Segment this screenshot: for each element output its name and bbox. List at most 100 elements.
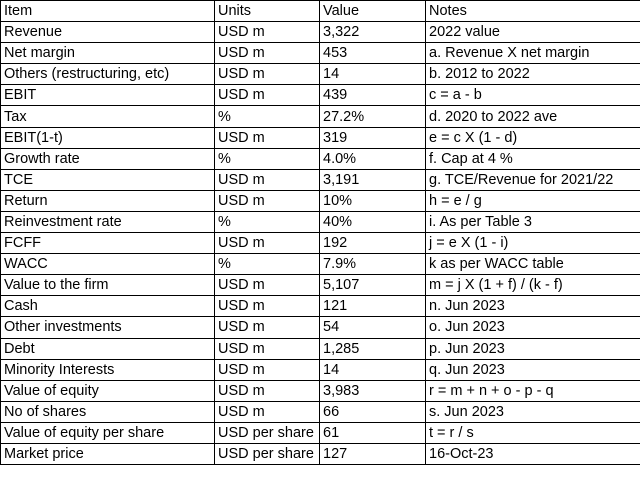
header-item: Item <box>0 0 215 23</box>
cell-units: USD m <box>214 295 320 318</box>
table-row: Others (restructuring, etc) USD m 14 b. 201… <box>0 63 640 86</box>
cell-item: TCE <box>0 168 215 191</box>
cell-notes: d. 2020 to 2022 ave <box>425 105 640 128</box>
cell-item: Net margin <box>0 42 215 65</box>
cell-item: Return <box>0 189 215 212</box>
header-row: Item Units Value Notes <box>0 0 640 23</box>
cell-value: 14 <box>319 63 426 86</box>
cell-item: Reinvestment rate <box>0 210 215 234</box>
cell-units: % <box>214 147 320 170</box>
cell-notes: h = e / g <box>425 189 640 212</box>
cell-value: 7.9% <box>319 253 426 276</box>
cell-units: USD m <box>214 337 320 360</box>
table-row: Market price USD per share 127 16-Oct-23 <box>0 442 640 466</box>
cell-item: Value to the firm <box>0 274 215 297</box>
cell-notes: q. Jun 2023 <box>425 358 640 381</box>
cell-units: USD m <box>214 21 320 44</box>
cell-item: Debt <box>0 337 215 360</box>
cell-item: Tax <box>0 105 215 128</box>
cell-item: Minority Interests <box>0 358 215 381</box>
cell-notes: j = e X (1 - i) <box>425 232 640 255</box>
table-row: Return USD m 10% h = e / g <box>0 189 640 212</box>
table-row: Value of equity USD m 3,983 r = m + n + o -… <box>0 379 640 402</box>
cell-item: Revenue <box>0 21 215 44</box>
table-row: Cash USD m 121 n. Jun 2023 <box>0 295 640 318</box>
table-row: WACC% 7.9% k as per WACC table <box>0 253 640 276</box>
cell-notes: 2022 value <box>425 21 640 44</box>
cell-notes: g. TCE/Revenue for 2021/22 <box>425 168 640 191</box>
cell-value: 4.0% <box>319 147 426 170</box>
cell-units: USD per share <box>214 442 320 466</box>
cell-notes: s. Jun 2023 <box>425 400 640 423</box>
cell-notes: i. As per Table 3 <box>425 210 640 234</box>
cell-units: USD m <box>214 63 320 86</box>
cell-value: 127 <box>319 442 426 466</box>
cell-value: 3,322 <box>319 21 426 44</box>
cell-units: USD m <box>214 232 320 255</box>
cell-item: Market price <box>0 442 215 466</box>
cell-units: USD m <box>214 400 320 423</box>
cell-item: EBIT <box>0 84 215 107</box>
table-row: Minority Interests USD m 14 q. Jun 2023 <box>0 358 640 381</box>
cell-units: % <box>214 210 320 234</box>
table-row: TCE USD m 3,191 g. TCE/Revenue for 2021/22 <box>0 168 640 191</box>
cell-notes: o. Jun 2023 <box>425 316 640 339</box>
cell-notes: k as per WACC table <box>425 253 640 276</box>
cell-value: 453 <box>319 42 426 65</box>
table-row: Debt USD m 1,285 p. Jun 2023 <box>0 337 640 360</box>
cell-notes: t = r / s <box>425 421 640 444</box>
cell-notes: m = j X (1 + f) / (k - f) <box>425 274 640 297</box>
table-row: Value to the firm USD m 5,107 m = j X (1 + … <box>0 274 640 297</box>
cell-value: 66 <box>319 400 426 423</box>
cell-value: 14 <box>319 358 426 381</box>
cell-item: Other investments <box>0 316 215 339</box>
cell-notes: p. Jun 2023 <box>425 337 640 360</box>
cell-value: 439 <box>319 84 426 107</box>
table-row: Revenue USD m 3,322 2022 value <box>0 21 640 44</box>
header-notes: Notes <box>425 0 640 23</box>
cell-value: 10% <box>319 189 426 212</box>
table-row: No of shares USD m 66 s. Jun 2023 <box>0 400 640 423</box>
cell-item: Value of equity <box>0 379 215 402</box>
cell-value: 54 <box>319 316 426 339</box>
cell-value: 3,191 <box>319 168 426 191</box>
table-body: Revenue USD m 3,322 2022 value Net margin USD… <box>0 21 640 466</box>
cell-notes: n. Jun 2023 <box>425 295 640 318</box>
cell-item: Others (restructuring, etc) <box>0 63 215 86</box>
cell-value: 192 <box>319 232 426 255</box>
cell-value: 5,107 <box>319 274 426 297</box>
cell-item: Growth rate <box>0 147 215 170</box>
cell-units: USD m <box>214 168 320 191</box>
table-row: EBIT USD m 439 c = a - b <box>0 84 640 107</box>
table-row: FCFF USD m 192 j = e X (1 - i) <box>0 232 640 255</box>
cell-notes: f. Cap at 4 % <box>425 147 640 170</box>
table-row: Net margin USD m 453 a. Revenue X net margi… <box>0 42 640 65</box>
cell-units: USD per share <box>214 421 320 444</box>
cell-value: 40% <box>319 210 426 234</box>
cell-value: 319 <box>319 126 426 149</box>
table-row: Reinvestment rate% 40% i. As per Table 3 <box>0 210 640 234</box>
cell-item: Value of equity per share <box>0 421 215 444</box>
cell-notes: 16-Oct-23 <box>425 442 640 466</box>
cell-units: USD m <box>214 379 320 402</box>
cell-notes: b. 2012 to 2022 <box>425 63 640 86</box>
cell-units: USD m <box>214 189 320 212</box>
cell-units: USD m <box>214 42 320 65</box>
cell-units: % <box>214 105 320 128</box>
cell-item: EBIT(1-t) <box>0 126 215 149</box>
cell-notes: c = a - b <box>425 84 640 107</box>
cell-notes: e = c X (1 - d) <box>425 126 640 149</box>
header-value: Value <box>319 0 426 23</box>
cell-value: 1,285 <box>319 337 426 360</box>
table-row: Growth rate% 4.0% f. Cap at 4 % <box>0 147 640 170</box>
table-row: EBIT(1-t) USD m 319 e = c X (1 - d) <box>0 126 640 149</box>
table-row: Value of equity per share USD per share 61… <box>0 421 640 444</box>
cell-item: WACC <box>0 253 215 276</box>
cell-value: 61 <box>319 421 426 444</box>
cell-units: USD m <box>214 358 320 381</box>
cell-units: USD m <box>214 126 320 149</box>
cell-units: USD m <box>214 84 320 107</box>
cell-units: % <box>214 253 320 276</box>
table-row: Tax% 27.2% d. 2020 to 2022 ave <box>0 105 640 128</box>
cell-value: 27.2% <box>319 105 426 128</box>
